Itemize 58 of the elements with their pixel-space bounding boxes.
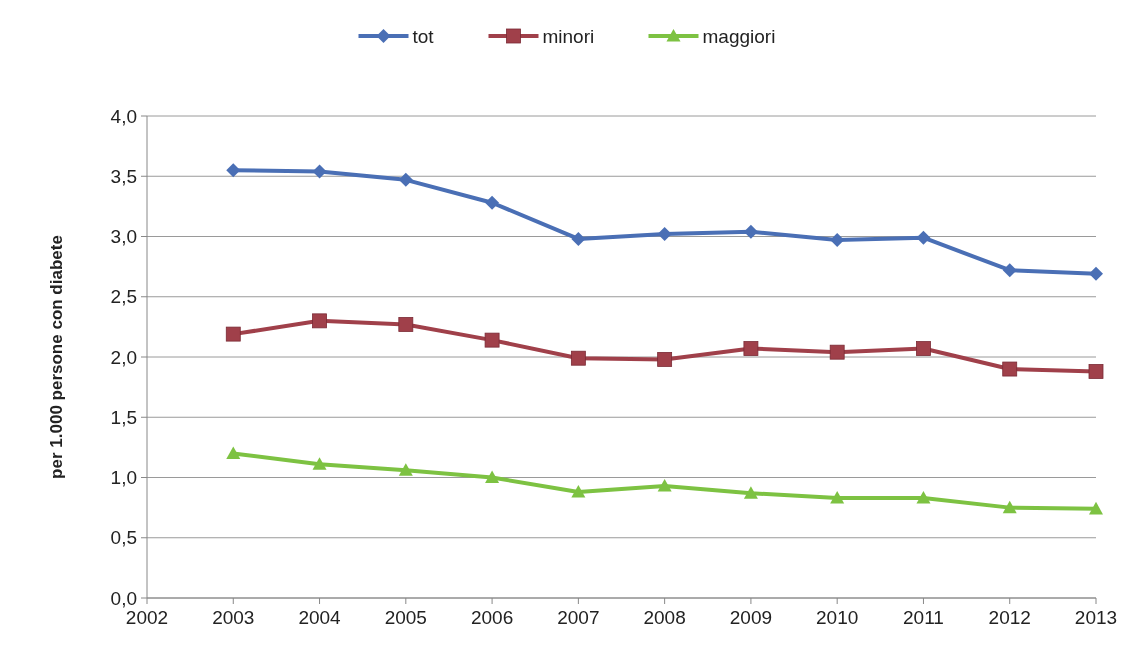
point <box>1002 500 1017 514</box>
point <box>570 350 586 366</box>
point <box>1002 361 1018 377</box>
y-tick-label: 2,0 <box>110 346 137 368</box>
y-tick-label: 1,5 <box>110 406 137 428</box>
y-tick-label: 0,0 <box>110 587 137 609</box>
point <box>312 164 327 179</box>
legend-label: tot <box>412 25 435 47</box>
x-tick-label: 2004 <box>298 607 342 628</box>
x-tick-label: 2003 <box>212 607 255 628</box>
point <box>916 341 931 356</box>
x-tick-label: 2012 <box>988 607 1031 628</box>
y-tick-label: 3,5 <box>110 165 137 187</box>
y-tick-label: 3,0 <box>110 226 137 248</box>
x-tick-label: 2010 <box>816 607 859 628</box>
point <box>830 233 845 248</box>
point <box>1088 364 1104 379</box>
legend-label: maggiori <box>702 25 776 47</box>
point <box>916 490 931 504</box>
point <box>830 490 845 504</box>
point <box>743 486 758 499</box>
point <box>398 463 413 476</box>
x-tick-label: 2006 <box>470 607 514 628</box>
x-tick-label: 2013 <box>1074 607 1118 628</box>
point <box>1089 501 1103 515</box>
point <box>484 332 500 348</box>
point <box>743 224 758 239</box>
x-tick-label: 2011 <box>903 607 944 628</box>
x-tick-label: 2005 <box>384 607 427 628</box>
point <box>743 341 759 356</box>
x-tick-label: 2009 <box>729 607 773 628</box>
x-tick-label: 2002 <box>125 607 169 628</box>
point <box>398 172 413 187</box>
point <box>657 227 672 242</box>
point <box>226 446 241 459</box>
x-tick-label: 2007 <box>557 607 600 628</box>
point <box>571 231 586 246</box>
y-tick-label: 0,5 <box>110 527 137 549</box>
y-tick-label: 1,0 <box>110 467 137 489</box>
point <box>312 457 327 470</box>
y-axis-title: per 1.000 persone con diabete <box>47 235 66 479</box>
point <box>485 195 500 210</box>
point <box>226 163 241 178</box>
point <box>657 478 672 492</box>
point <box>398 317 414 332</box>
y-tick-label: 2,5 <box>110 286 137 308</box>
legend-label: minori <box>542 25 595 47</box>
point <box>225 326 241 342</box>
point <box>312 313 327 329</box>
point <box>829 344 845 360</box>
point <box>916 230 931 245</box>
x-tick-label: 2008 <box>643 607 686 628</box>
point <box>1002 263 1017 278</box>
point <box>571 484 586 498</box>
point <box>1089 266 1103 281</box>
point <box>485 470 500 484</box>
point <box>657 352 673 367</box>
y-tick-label: 4,0 <box>110 105 137 127</box>
